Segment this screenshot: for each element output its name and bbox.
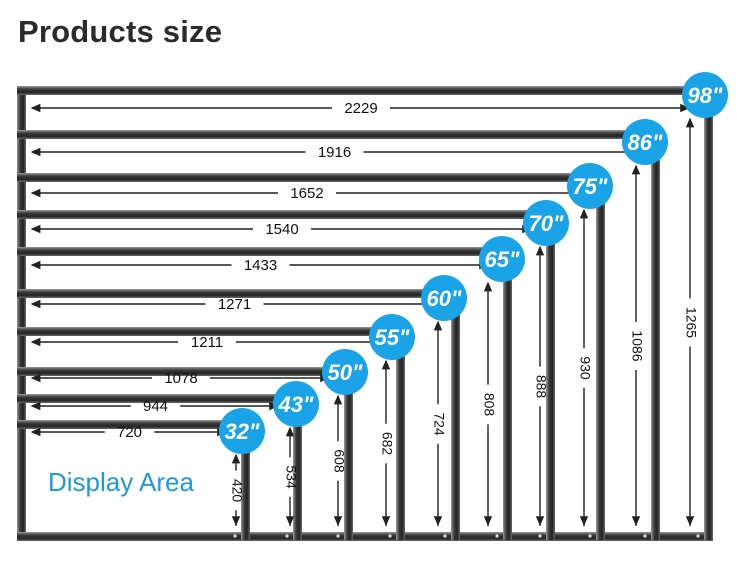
frame-top-6 bbox=[17, 327, 405, 336]
size-badge-0 bbox=[682, 72, 728, 118]
frame-right-6 bbox=[396, 327, 405, 540]
port-dot-5 bbox=[443, 534, 447, 538]
frame-right-8 bbox=[293, 394, 302, 540]
port-dot-4 bbox=[495, 534, 499, 538]
frame-top-8 bbox=[17, 394, 302, 403]
frame-top-3 bbox=[17, 210, 555, 219]
width-label-2: 1652 bbox=[290, 185, 323, 202]
size-badge-label-3: 70" bbox=[529, 211, 564, 236]
frame-top-0 bbox=[17, 86, 713, 95]
frame-top-4 bbox=[17, 247, 512, 256]
size-badge-2 bbox=[567, 163, 613, 209]
size-badge-6 bbox=[369, 314, 415, 360]
height-label-6: 682 bbox=[379, 432, 395, 456]
height-label-2: 930 bbox=[577, 356, 593, 380]
size-badge-label-7: 50" bbox=[328, 360, 363, 385]
size-badge-label-4: 65" bbox=[485, 247, 520, 272]
height-label-5: 724 bbox=[431, 412, 447, 436]
frame-top-1 bbox=[17, 130, 660, 139]
frame-right-4 bbox=[503, 247, 512, 540]
width-label-3: 1540 bbox=[265, 221, 298, 238]
port-dot-8 bbox=[285, 534, 289, 538]
frame-right-0 bbox=[704, 86, 713, 540]
height-label-1: 1086 bbox=[629, 330, 645, 361]
frame-top-7 bbox=[17, 367, 353, 376]
height-label-4: 808 bbox=[481, 393, 497, 417]
size-badge-5 bbox=[421, 275, 467, 321]
height-label-9: 420 bbox=[229, 479, 245, 503]
height-label-8: 534 bbox=[283, 465, 299, 489]
port-dot-9 bbox=[233, 534, 237, 538]
height-label-3: 888 bbox=[533, 375, 549, 399]
port-dot-0 bbox=[696, 534, 700, 538]
bottom-frame-bar bbox=[17, 532, 713, 541]
size-badge-label-6: 55" bbox=[375, 325, 410, 350]
port-dot-2 bbox=[588, 534, 592, 538]
port-dot-7 bbox=[336, 534, 340, 538]
frame-right-1 bbox=[651, 130, 660, 540]
width-label-4: 1433 bbox=[244, 257, 277, 274]
size-badge-7 bbox=[322, 349, 368, 395]
size-badge-8 bbox=[273, 381, 319, 427]
size-badge-3 bbox=[523, 200, 569, 246]
display-area-label: Display Area bbox=[48, 467, 194, 497]
size-badge-label-0: 98" bbox=[688, 83, 723, 108]
width-label-8: 944 bbox=[143, 398, 168, 415]
port-dot-1 bbox=[643, 534, 647, 538]
size-badge-label-1: 86" bbox=[628, 130, 663, 155]
size-badge-label-9: 32" bbox=[225, 419, 260, 444]
width-label-6: 1211 bbox=[191, 334, 223, 351]
frame-right-3 bbox=[546, 210, 555, 540]
height-label-7: 608 bbox=[331, 449, 347, 473]
size-badge-9 bbox=[219, 408, 265, 454]
page-title: Products size bbox=[18, 14, 223, 49]
width-label-9: 720 bbox=[117, 424, 142, 441]
width-label-1: 1916 bbox=[318, 144, 351, 161]
width-label-7: 1078 bbox=[164, 370, 197, 387]
size-badge-1 bbox=[622, 119, 668, 165]
size-badge-label-2: 75" bbox=[573, 174, 608, 199]
frame-right-9 bbox=[241, 420, 250, 540]
height-label-0: 1265 bbox=[683, 307, 699, 338]
port-dot-6 bbox=[388, 534, 392, 538]
port-dot-3 bbox=[538, 534, 542, 538]
frame-top-5 bbox=[17, 289, 460, 298]
size-badge-label-5: 60" bbox=[427, 286, 462, 311]
width-label-0: 2229 bbox=[344, 100, 377, 117]
frame-right-2 bbox=[596, 173, 605, 540]
frame-right-5 bbox=[451, 289, 460, 540]
frame-top-2 bbox=[17, 173, 605, 182]
left-frame-bar bbox=[17, 86, 26, 540]
width-label-5: 1271 bbox=[218, 296, 251, 313]
frame-right-7 bbox=[344, 367, 353, 540]
frame-top-9 bbox=[17, 420, 250, 429]
size-badge-4 bbox=[479, 236, 525, 282]
size-badge-label-8: 43" bbox=[278, 392, 314, 417]
